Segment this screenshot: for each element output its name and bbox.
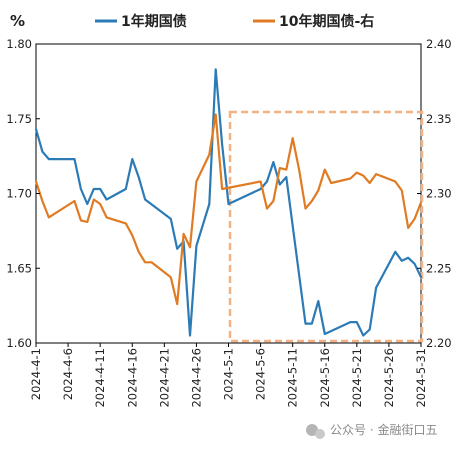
- legend-label: 1年期国债: [121, 13, 187, 30]
- x-tick-label: 2024-4-11: [93, 348, 107, 408]
- y-left-tick-label: 1.75: [6, 112, 32, 126]
- legend-item: 10年期国债-右: [253, 13, 374, 30]
- x-tick-label: 2024-5-1: [222, 348, 236, 400]
- y-right-tick-label: 2.20: [426, 336, 452, 350]
- y-right-tick-label: 2.25: [426, 261, 452, 275]
- y-left-tick-label: 1.65: [6, 261, 32, 275]
- wechat-icon: [306, 424, 325, 439]
- x-tick-label: 2024-5-6: [254, 348, 268, 400]
- y-unit-label: %: [10, 12, 25, 30]
- x-tick-label: 2024-4-1: [29, 348, 43, 400]
- x-tick-label: 2024-5-26: [382, 348, 396, 408]
- x-tick-label: 2024-5-21: [350, 348, 364, 408]
- highlight-box: [228, 110, 424, 343]
- watermark: 公众号 · 金融街口五: [306, 422, 437, 439]
- legend-label: 10年期国债-右: [279, 13, 374, 30]
- plot-frame: [35, 43, 422, 344]
- x-tick-label: 2024-5-11: [286, 348, 300, 408]
- legend-item: 1年期国债: [95, 13, 187, 30]
- x-tick-label: 2024-4-26: [189, 348, 203, 408]
- y-left-tick-label: 1.70: [6, 187, 32, 201]
- y-left-tick-label: 1.60: [6, 336, 32, 350]
- y-left-tick-label: 1.80: [6, 37, 32, 51]
- x-tick-label: 2024-5-16: [318, 348, 332, 408]
- x-tick-label: 2024-4-21: [157, 348, 171, 408]
- watermark-text: 公众号 · 金融街口五: [330, 422, 437, 437]
- series-line-yield-1y: [34, 68, 423, 337]
- x-tick-label: 2024-4-6: [61, 348, 75, 400]
- x-tick-label: 2024-5-31: [414, 348, 428, 408]
- y-right-tick-label: 2.35: [426, 112, 452, 126]
- y-right-tick-label: 2.40: [426, 37, 452, 51]
- x-tick-label: 2024-4-16: [125, 348, 139, 408]
- y-right-tick-label: 2.30: [426, 187, 452, 201]
- series-line-yield-10y: [34, 113, 423, 306]
